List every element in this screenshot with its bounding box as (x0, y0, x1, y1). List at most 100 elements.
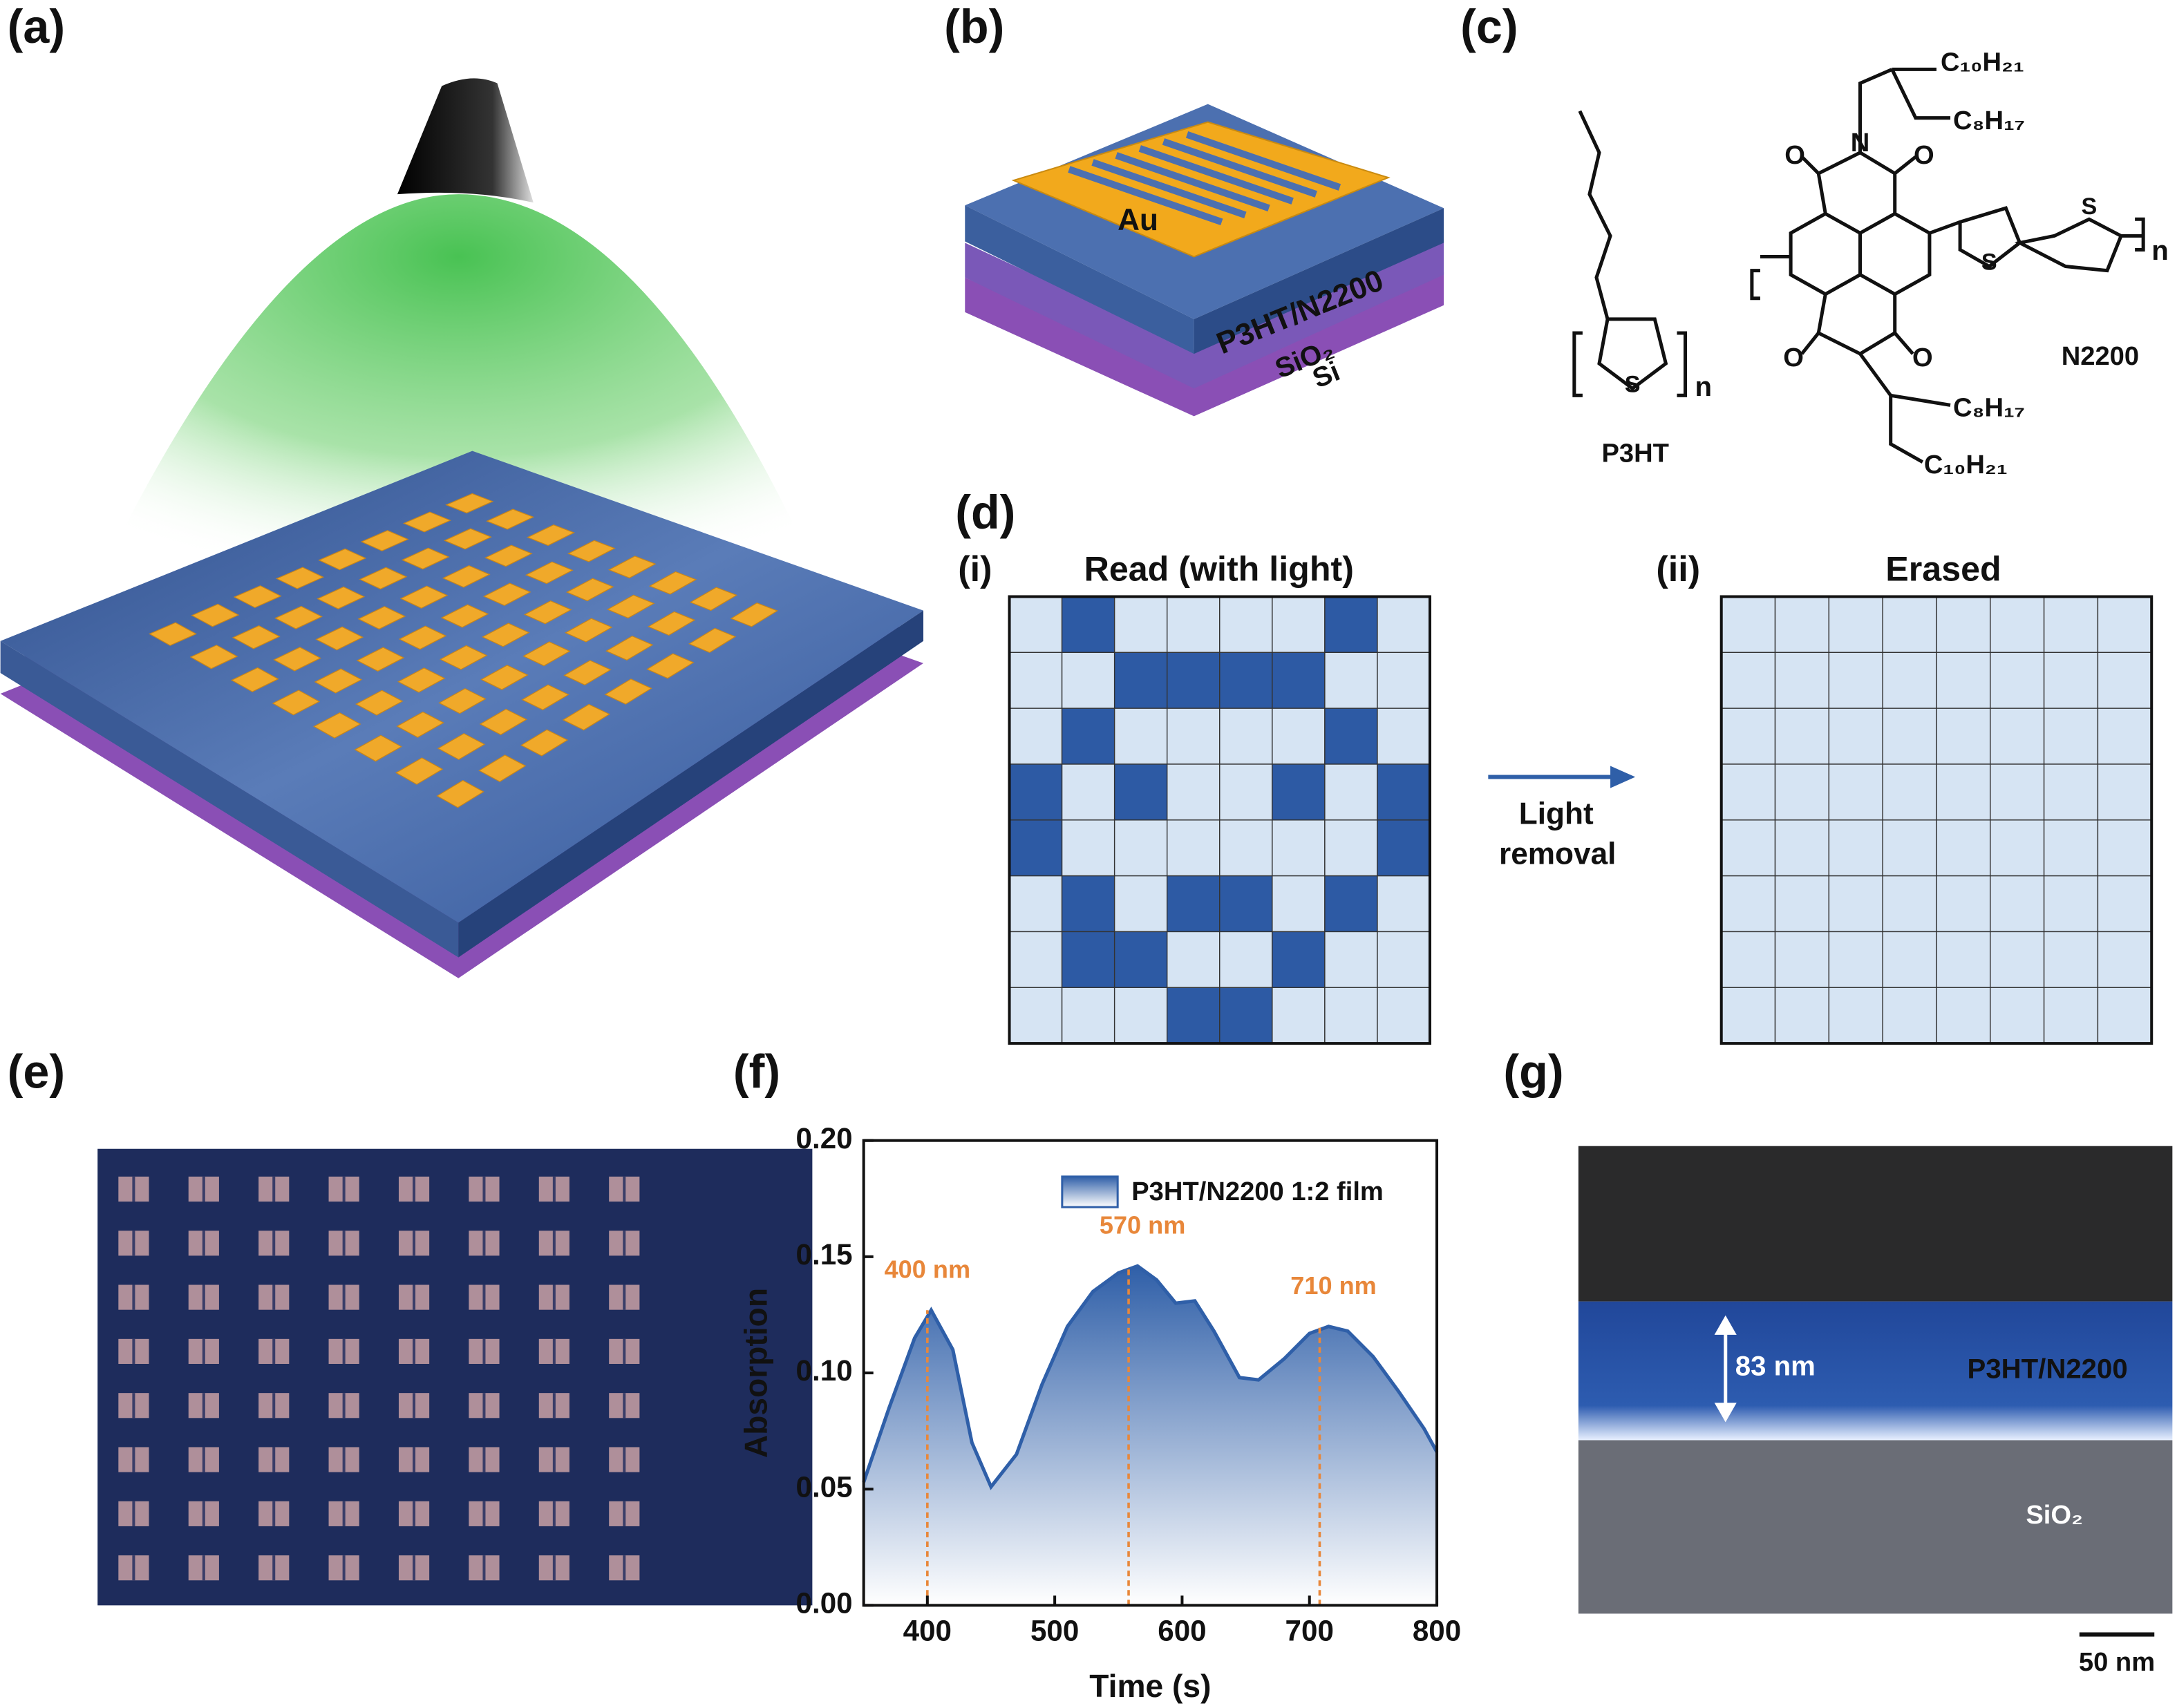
memory-cell (1272, 708, 1326, 765)
memory-cell (2043, 987, 2099, 1044)
memory-cell (1882, 763, 1937, 821)
finger-gap (1068, 166, 1223, 226)
memory-cell (1272, 931, 1326, 988)
slab-top (0, 450, 924, 923)
electrode-pad (482, 582, 531, 606)
electrode-pad (191, 603, 240, 627)
electrode-pad (272, 690, 321, 716)
naphthalene-core (1789, 211, 1932, 296)
x-tick-label: 700 (1285, 1615, 1334, 1647)
memory-cell (1882, 931, 1937, 988)
panel-g-sem: 83 nm P3HT/N2200 SiO₂ 50 nm (1578, 1146, 2173, 1677)
memory-cell (1721, 652, 1776, 709)
memory-cell (1061, 596, 1115, 654)
electrode-pad (522, 641, 571, 667)
panel-label: (b) (944, 1, 1004, 53)
electrode-pad (604, 679, 652, 705)
memory-cell (1167, 875, 1221, 933)
erased-grid (1719, 595, 2154, 1045)
electrode-pad (606, 594, 655, 619)
electrode-pad (479, 708, 527, 735)
electrode-pad (527, 524, 575, 547)
memory-cell (1219, 708, 1273, 765)
atom: O (1783, 343, 1804, 372)
lamp (397, 78, 534, 203)
memory-cell (1324, 596, 1378, 654)
electrode-pad (395, 757, 444, 785)
memory-cell (1061, 987, 1115, 1044)
electrode-pad (646, 653, 695, 679)
x-tick-label: 500 (1030, 1615, 1079, 1647)
memory-cell (1061, 931, 1115, 988)
memory-cell (1990, 708, 2045, 765)
bithiophene (1760, 206, 2145, 273)
film-side (1194, 208, 1444, 354)
electrode-pad (565, 618, 613, 643)
chemical-structures (1572, 67, 2145, 464)
memory-cell (1828, 708, 1883, 765)
electrode-pad (648, 571, 697, 595)
structure-labels: S n P3HT C₁₀H₂₁ C₈H₁₇ C₈H₁₇ C₁₀H₂₁ N O O… (1601, 47, 2168, 479)
peak-label: 570 nm (1100, 1211, 1185, 1240)
film-label: P3HT/N2200 (1968, 1354, 2128, 1385)
side-chain: C₁₀H₂₁ (1924, 450, 2008, 480)
grid-title: Erased (1885, 550, 2001, 589)
memory-cell (1936, 708, 1991, 765)
memory-cell (1828, 875, 1883, 933)
top-imide (1800, 67, 1951, 214)
electrode-pad (399, 585, 449, 609)
finger-gap (1162, 138, 1317, 198)
panel-a-illustration (0, 78, 924, 978)
memory-cell (1721, 763, 1776, 821)
arrow-label: Light (1519, 797, 1594, 831)
memory-cell (1219, 819, 1273, 877)
atom: N (1851, 128, 1870, 158)
electrode-pad (436, 779, 484, 808)
memory-cell (1113, 596, 1168, 654)
electrode-pad (443, 528, 492, 550)
memory-cell (2097, 596, 2152, 654)
memory-cell (1113, 819, 1168, 877)
memory-cell (1774, 931, 1830, 988)
y-tick-label: 0.20 (796, 1122, 853, 1155)
memory-cell (1272, 819, 1326, 877)
curve (862, 1264, 1439, 1490)
polymer-name: P3HT (1601, 439, 1669, 468)
light-beam (84, 194, 833, 611)
memory-cell (1990, 987, 2045, 1044)
atom: O (1784, 140, 1805, 170)
y-tick-label: 0.05 (796, 1470, 853, 1503)
electrode-pad (233, 585, 282, 609)
peak-label: 400 nm (885, 1255, 971, 1284)
x-tick-label: 800 (1413, 1615, 1461, 1647)
photo-background (97, 1148, 813, 1606)
memory-cell (2097, 931, 2152, 988)
electrode-pad (478, 755, 527, 783)
electrode-pad (438, 687, 487, 714)
panel-label: (g) (1503, 1045, 1563, 1098)
panel-label: (e) (8, 1045, 65, 1098)
panel-label: (a) (8, 1, 65, 53)
memory-cell (1167, 819, 1221, 877)
memory-cell (1219, 652, 1273, 709)
atom: O (1914, 140, 1934, 170)
memory-cell (1774, 763, 1830, 821)
electrode-pad (398, 625, 447, 650)
panel-d: Light removal (i) Read (with light) (ii)… (958, 549, 2154, 1045)
memory-cell (1324, 819, 1378, 877)
electrode-pad (273, 647, 321, 672)
memory-cell (1113, 708, 1168, 765)
memory-cell (1008, 819, 1063, 877)
electrode-pad (401, 547, 450, 570)
electrode-pad (276, 567, 324, 589)
memory-cell (1936, 819, 1991, 877)
electrode-pad (520, 729, 569, 757)
electrode-pad (440, 604, 489, 628)
memory-cell (1219, 875, 1273, 933)
legend-label: P3HT/N2200 1:2 film (1131, 1177, 1384, 1206)
electrode-pad (437, 732, 486, 760)
electrode-pad (647, 611, 696, 636)
electrode-array (149, 493, 778, 808)
memory-cell (1113, 987, 1168, 1044)
